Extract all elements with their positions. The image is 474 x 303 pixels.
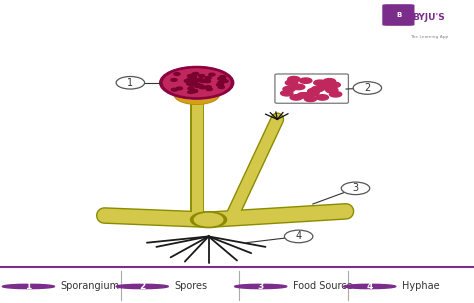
Circle shape — [304, 96, 317, 102]
Text: 3: 3 — [257, 282, 264, 291]
Circle shape — [281, 91, 293, 96]
Circle shape — [198, 85, 204, 87]
Circle shape — [190, 79, 196, 82]
Circle shape — [172, 88, 178, 91]
Circle shape — [288, 76, 300, 82]
Circle shape — [191, 80, 198, 82]
Text: 4: 4 — [366, 282, 373, 291]
Circle shape — [283, 86, 295, 92]
Circle shape — [209, 73, 215, 76]
Circle shape — [326, 87, 338, 93]
Text: 3: 3 — [353, 183, 358, 193]
Circle shape — [199, 75, 205, 77]
Circle shape — [197, 79, 203, 82]
Circle shape — [205, 86, 211, 88]
Circle shape — [290, 95, 302, 100]
Circle shape — [220, 79, 226, 82]
Text: Spores: Spores — [174, 281, 208, 291]
Circle shape — [191, 89, 198, 92]
Circle shape — [218, 77, 224, 80]
Circle shape — [308, 88, 320, 94]
Circle shape — [174, 84, 219, 104]
Circle shape — [191, 74, 197, 77]
Circle shape — [160, 66, 234, 99]
Circle shape — [297, 93, 310, 98]
Circle shape — [187, 82, 193, 85]
Text: The Learning App: The Learning App — [410, 35, 448, 39]
Circle shape — [188, 83, 194, 86]
Circle shape — [184, 79, 191, 82]
Circle shape — [191, 90, 197, 93]
Circle shape — [217, 83, 223, 86]
Circle shape — [197, 78, 203, 81]
Circle shape — [344, 284, 396, 289]
Circle shape — [191, 212, 227, 228]
Text: 1: 1 — [128, 78, 133, 88]
Text: B: B — [396, 12, 401, 18]
Circle shape — [188, 91, 194, 94]
Text: 4: 4 — [296, 231, 301, 241]
Circle shape — [192, 72, 199, 75]
Circle shape — [2, 284, 55, 289]
Circle shape — [188, 75, 194, 77]
Circle shape — [162, 67, 232, 98]
Circle shape — [219, 76, 226, 79]
Circle shape — [218, 81, 224, 84]
Circle shape — [353, 82, 382, 94]
Circle shape — [116, 284, 168, 289]
Circle shape — [171, 78, 177, 81]
Circle shape — [206, 88, 212, 91]
Circle shape — [200, 80, 206, 82]
Circle shape — [328, 82, 340, 88]
Circle shape — [174, 73, 180, 75]
Circle shape — [189, 83, 195, 86]
Circle shape — [217, 84, 223, 86]
Circle shape — [192, 79, 198, 82]
FancyBboxPatch shape — [377, 3, 474, 51]
Circle shape — [285, 80, 298, 85]
Text: 2: 2 — [364, 83, 371, 93]
Circle shape — [205, 77, 211, 79]
Text: Hyphae: Hyphae — [402, 281, 439, 291]
Circle shape — [341, 182, 370, 195]
Circle shape — [292, 84, 305, 90]
Circle shape — [191, 76, 197, 79]
Circle shape — [191, 82, 197, 85]
Circle shape — [307, 91, 319, 96]
Text: 1: 1 — [25, 282, 32, 291]
Circle shape — [219, 76, 226, 78]
Circle shape — [204, 80, 210, 83]
FancyBboxPatch shape — [383, 5, 414, 25]
Circle shape — [188, 87, 194, 90]
Text: Sporangium: Sporangium — [61, 281, 120, 291]
Circle shape — [200, 86, 206, 89]
Circle shape — [284, 230, 313, 243]
Circle shape — [316, 95, 328, 100]
Circle shape — [300, 78, 312, 83]
Text: ASEXUAL REPRODUCTION - SPORE FORMATION: ASEXUAL REPRODUCTION - SPORE FORMATION — [0, 20, 369, 35]
Text: Food Source: Food Source — [293, 281, 353, 291]
Circle shape — [314, 80, 326, 85]
Circle shape — [319, 84, 331, 90]
Circle shape — [323, 78, 336, 84]
Circle shape — [186, 79, 192, 82]
Circle shape — [187, 75, 193, 78]
Circle shape — [194, 213, 223, 226]
Circle shape — [329, 92, 342, 97]
Circle shape — [235, 284, 287, 289]
Circle shape — [116, 76, 145, 89]
Text: BYJU'S: BYJU'S — [412, 14, 446, 22]
Circle shape — [176, 87, 182, 90]
Circle shape — [219, 86, 225, 88]
Circle shape — [176, 85, 218, 103]
Circle shape — [195, 85, 201, 88]
Circle shape — [222, 80, 228, 82]
Text: 2: 2 — [139, 282, 146, 291]
Circle shape — [194, 83, 201, 86]
Circle shape — [311, 86, 324, 92]
Circle shape — [190, 77, 196, 80]
